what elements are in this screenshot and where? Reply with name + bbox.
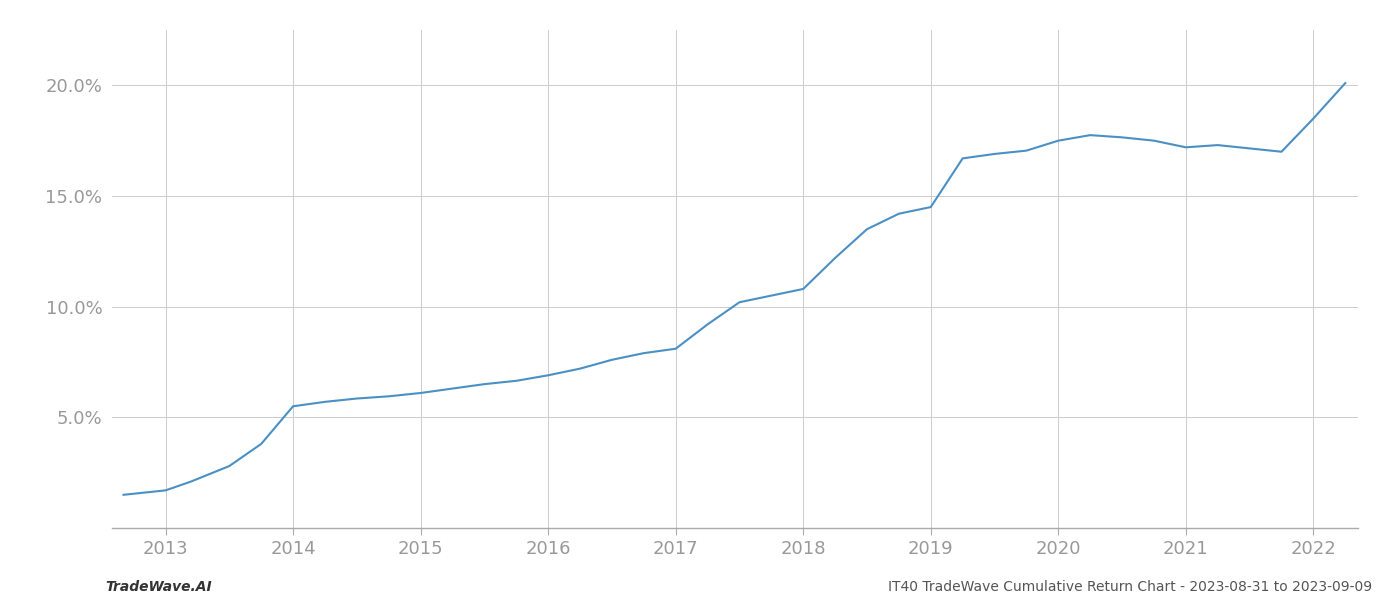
Text: IT40 TradeWave Cumulative Return Chart - 2023-08-31 to 2023-09-09: IT40 TradeWave Cumulative Return Chart -… <box>888 580 1372 594</box>
Text: TradeWave.AI: TradeWave.AI <box>105 580 211 594</box>
